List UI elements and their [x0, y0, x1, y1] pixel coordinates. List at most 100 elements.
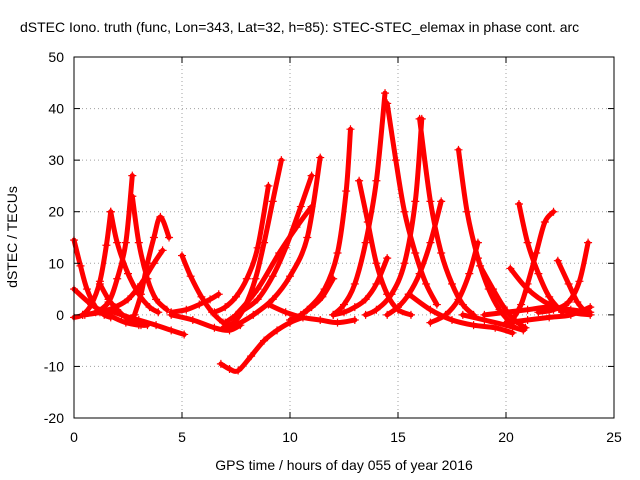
data-point: [188, 316, 197, 325]
data-point: [197, 292, 206, 301]
data-point: [519, 326, 528, 335]
data-point: [454, 295, 463, 304]
data-point: [441, 310, 450, 319]
data-point: [156, 212, 165, 221]
data-point: [247, 352, 256, 361]
data-point: [422, 279, 431, 288]
data-point: [307, 171, 316, 180]
data-point: [523, 238, 532, 247]
data-point: [82, 285, 91, 294]
data-point: [458, 300, 467, 309]
y-axis-label: dSTEC / TECUs: [4, 186, 20, 288]
data-point: [499, 303, 508, 312]
data-point: [268, 197, 277, 206]
data-point: [206, 295, 215, 304]
data-point: [154, 308, 163, 317]
data-point: [80, 310, 89, 319]
data-point: [178, 251, 186, 260]
data-point: [361, 310, 370, 319]
data-point: [381, 89, 390, 98]
data-point: [281, 308, 290, 317]
data-point: [502, 321, 510, 330]
data-point: [506, 264, 515, 273]
data-point: [124, 269, 132, 278]
data-point: [130, 318, 139, 327]
x-tick-label: 10: [282, 429, 298, 445]
data-point: [143, 259, 152, 268]
data-point: [372, 279, 381, 288]
data-point: [134, 238, 143, 247]
data-point: [406, 310, 415, 319]
data-point: [152, 295, 161, 304]
y-tick-label: -10: [44, 358, 64, 374]
series-15: [211, 183, 271, 315]
data-point: [333, 248, 342, 257]
data-point: [286, 318, 294, 327]
x-tick-label: 15: [390, 429, 406, 445]
data-point: [234, 366, 243, 375]
data-point: [303, 233, 312, 242]
data-point: [136, 290, 145, 299]
data-point: [426, 318, 435, 327]
data-point: [121, 238, 130, 247]
data-point: [180, 330, 189, 339]
data-point: [350, 316, 359, 325]
data-point: [225, 365, 234, 374]
data-point: [523, 316, 532, 325]
data-point: [219, 323, 228, 332]
data-point: [465, 269, 474, 278]
data-point: [355, 176, 364, 185]
data-point: [165, 233, 174, 242]
data-point: [145, 303, 154, 312]
data-point: [152, 321, 161, 330]
axes: 0 5 10 15 20 25 -20 -10 0 10 20 30 40 50: [44, 49, 622, 445]
data-point: [508, 328, 517, 337]
data-point: [432, 300, 441, 309]
data-point: [448, 279, 456, 288]
data-point: [387, 290, 396, 299]
data-point: [128, 192, 137, 201]
data-point: [102, 305, 111, 314]
data-point: [221, 318, 230, 327]
data-point: [316, 316, 325, 325]
data-point: [296, 202, 305, 211]
data-point: [253, 285, 262, 294]
data-point: [469, 321, 478, 330]
data-point: [342, 187, 351, 196]
data-point: [303, 305, 312, 314]
data-point: [553, 256, 562, 265]
data-point: [333, 318, 342, 327]
data-point: [113, 274, 122, 283]
data-point: [292, 223, 301, 232]
data-point: [130, 310, 139, 319]
data-point: [320, 285, 329, 294]
data-point: [372, 259, 381, 268]
data-point: [473, 238, 482, 247]
data-point: [182, 305, 191, 314]
data-point: [249, 310, 258, 319]
data-point: [564, 297, 573, 306]
plot-frame: [73, 56, 615, 419]
series-29: [456, 147, 515, 328]
x-tick-label: 0: [70, 429, 78, 445]
data-point: [221, 303, 230, 312]
data-point: [128, 171, 137, 180]
data-point: [210, 308, 219, 317]
data-point: [514, 199, 523, 208]
data-point: [260, 238, 269, 247]
data-point: [584, 238, 593, 247]
data-point: [268, 272, 277, 281]
data-point: [264, 300, 273, 309]
series-40: [460, 312, 526, 333]
data-point: [363, 218, 372, 227]
y-tick-label: 40: [48, 101, 64, 117]
data-point: [275, 248, 284, 257]
data-point: [95, 308, 104, 317]
data-point: [400, 259, 409, 268]
data-point: [253, 243, 262, 252]
data-point: [268, 295, 277, 304]
data-point: [340, 300, 348, 309]
data-point: [232, 321, 240, 330]
data-point: [545, 303, 554, 312]
data-point: [346, 125, 355, 134]
